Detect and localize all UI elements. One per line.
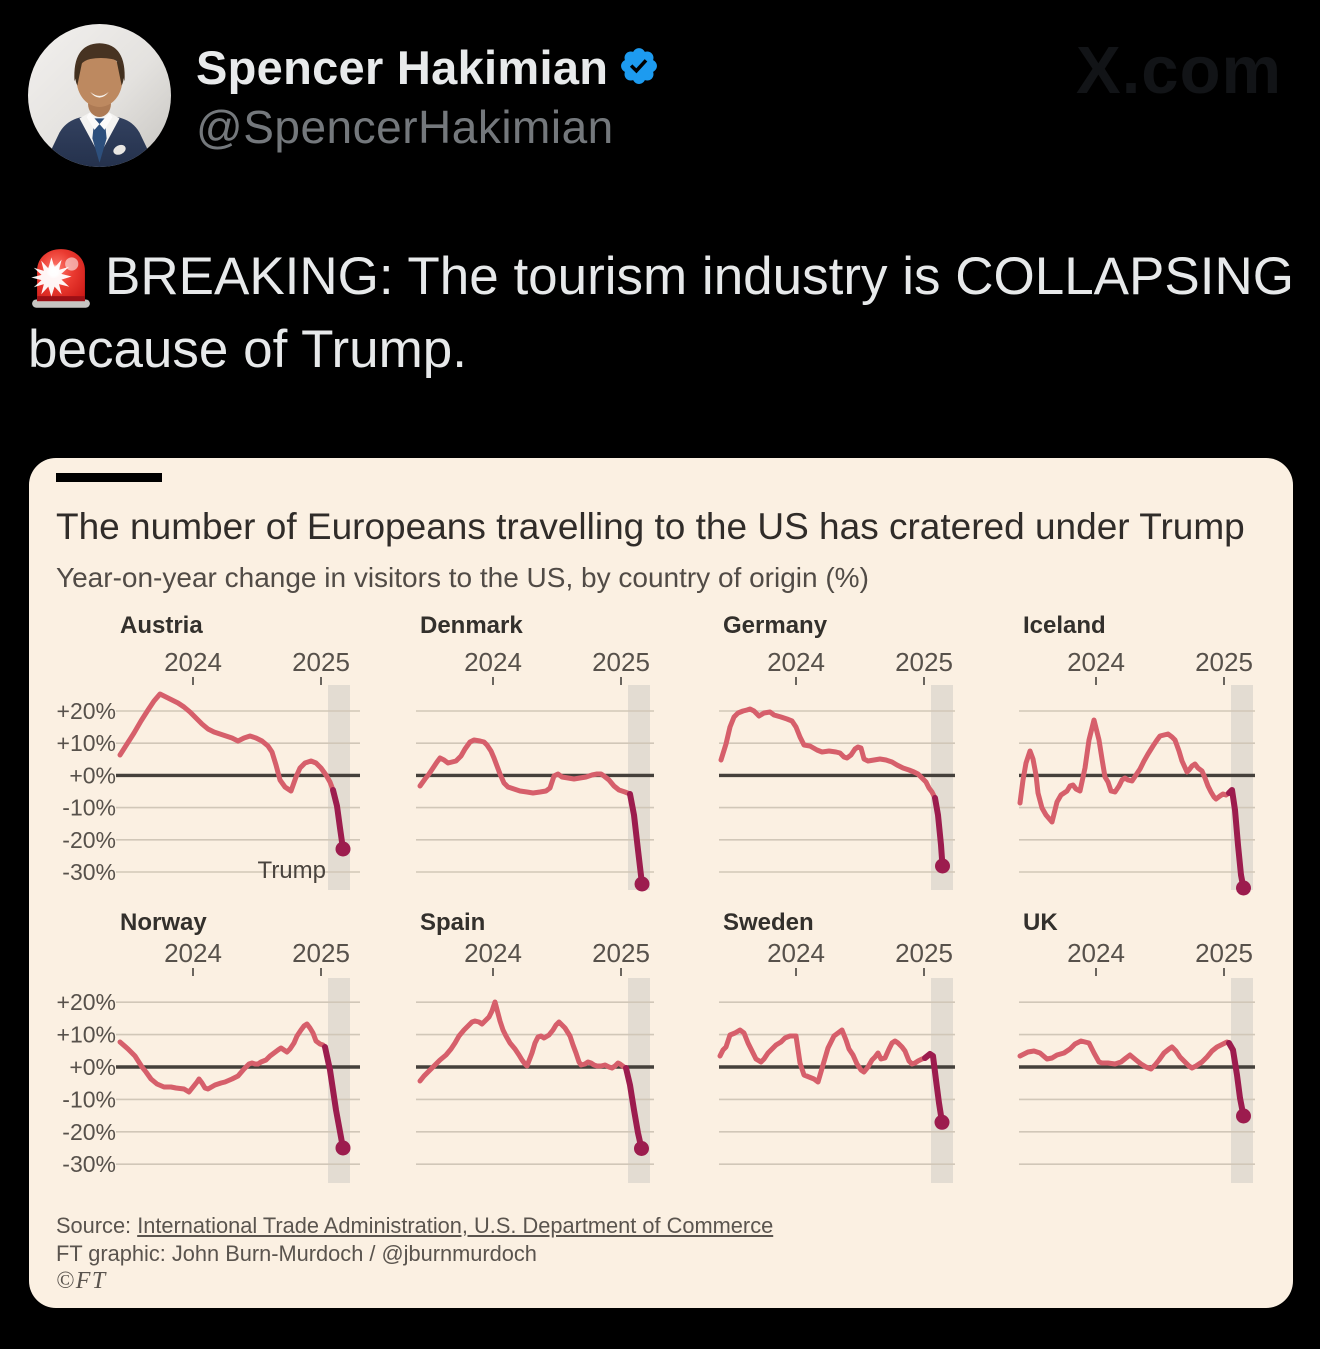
svg-text:2025: 2025: [895, 647, 953, 677]
svg-text:2025: 2025: [1195, 647, 1253, 677]
svg-text:2025: 2025: [592, 938, 650, 968]
svg-text:-20%: -20%: [62, 1119, 116, 1145]
svg-text:Sweden: Sweden: [723, 909, 814, 936]
svg-text:2025: 2025: [292, 647, 350, 677]
svg-text:2024: 2024: [164, 647, 222, 677]
svg-text:Spain: Spain: [420, 909, 485, 936]
svg-text:2024: 2024: [1067, 938, 1125, 968]
svg-text:+10%: +10%: [57, 730, 116, 756]
svg-text:-10%: -10%: [62, 1086, 116, 1112]
svg-text:+20%: +20%: [57, 989, 116, 1015]
svg-text:2024: 2024: [767, 938, 825, 968]
svg-text:2025: 2025: [1195, 938, 1253, 968]
svg-text:-20%: -20%: [62, 827, 116, 853]
svg-text:2024: 2024: [767, 647, 825, 677]
svg-text:-30%: -30%: [62, 1151, 116, 1177]
svg-text:2025: 2025: [592, 647, 650, 677]
svg-text:Austria: Austria: [120, 612, 203, 639]
svg-text:Denmark: Denmark: [420, 612, 523, 639]
svg-text:Norway: Norway: [120, 909, 207, 936]
svg-text:+10%: +10%: [57, 1022, 116, 1048]
svg-text:2024: 2024: [464, 938, 522, 968]
svg-text:+0%: +0%: [69, 1054, 116, 1080]
svg-text:Iceland: Iceland: [1023, 612, 1106, 639]
svg-text:-10%: -10%: [62, 795, 116, 821]
svg-text:2024: 2024: [1067, 647, 1125, 677]
svg-text:2024: 2024: [164, 938, 222, 968]
svg-text:+20%: +20%: [57, 698, 116, 724]
svg-text:Trump: Trump: [258, 857, 326, 884]
svg-text:+0%: +0%: [69, 762, 116, 788]
svg-text:Germany: Germany: [723, 612, 828, 639]
svg-text:UK: UK: [1023, 909, 1058, 936]
svg-text:2024: 2024: [464, 647, 522, 677]
svg-text:2025: 2025: [292, 938, 350, 968]
svg-text:2025: 2025: [895, 938, 953, 968]
svg-text:-30%: -30%: [62, 859, 116, 885]
